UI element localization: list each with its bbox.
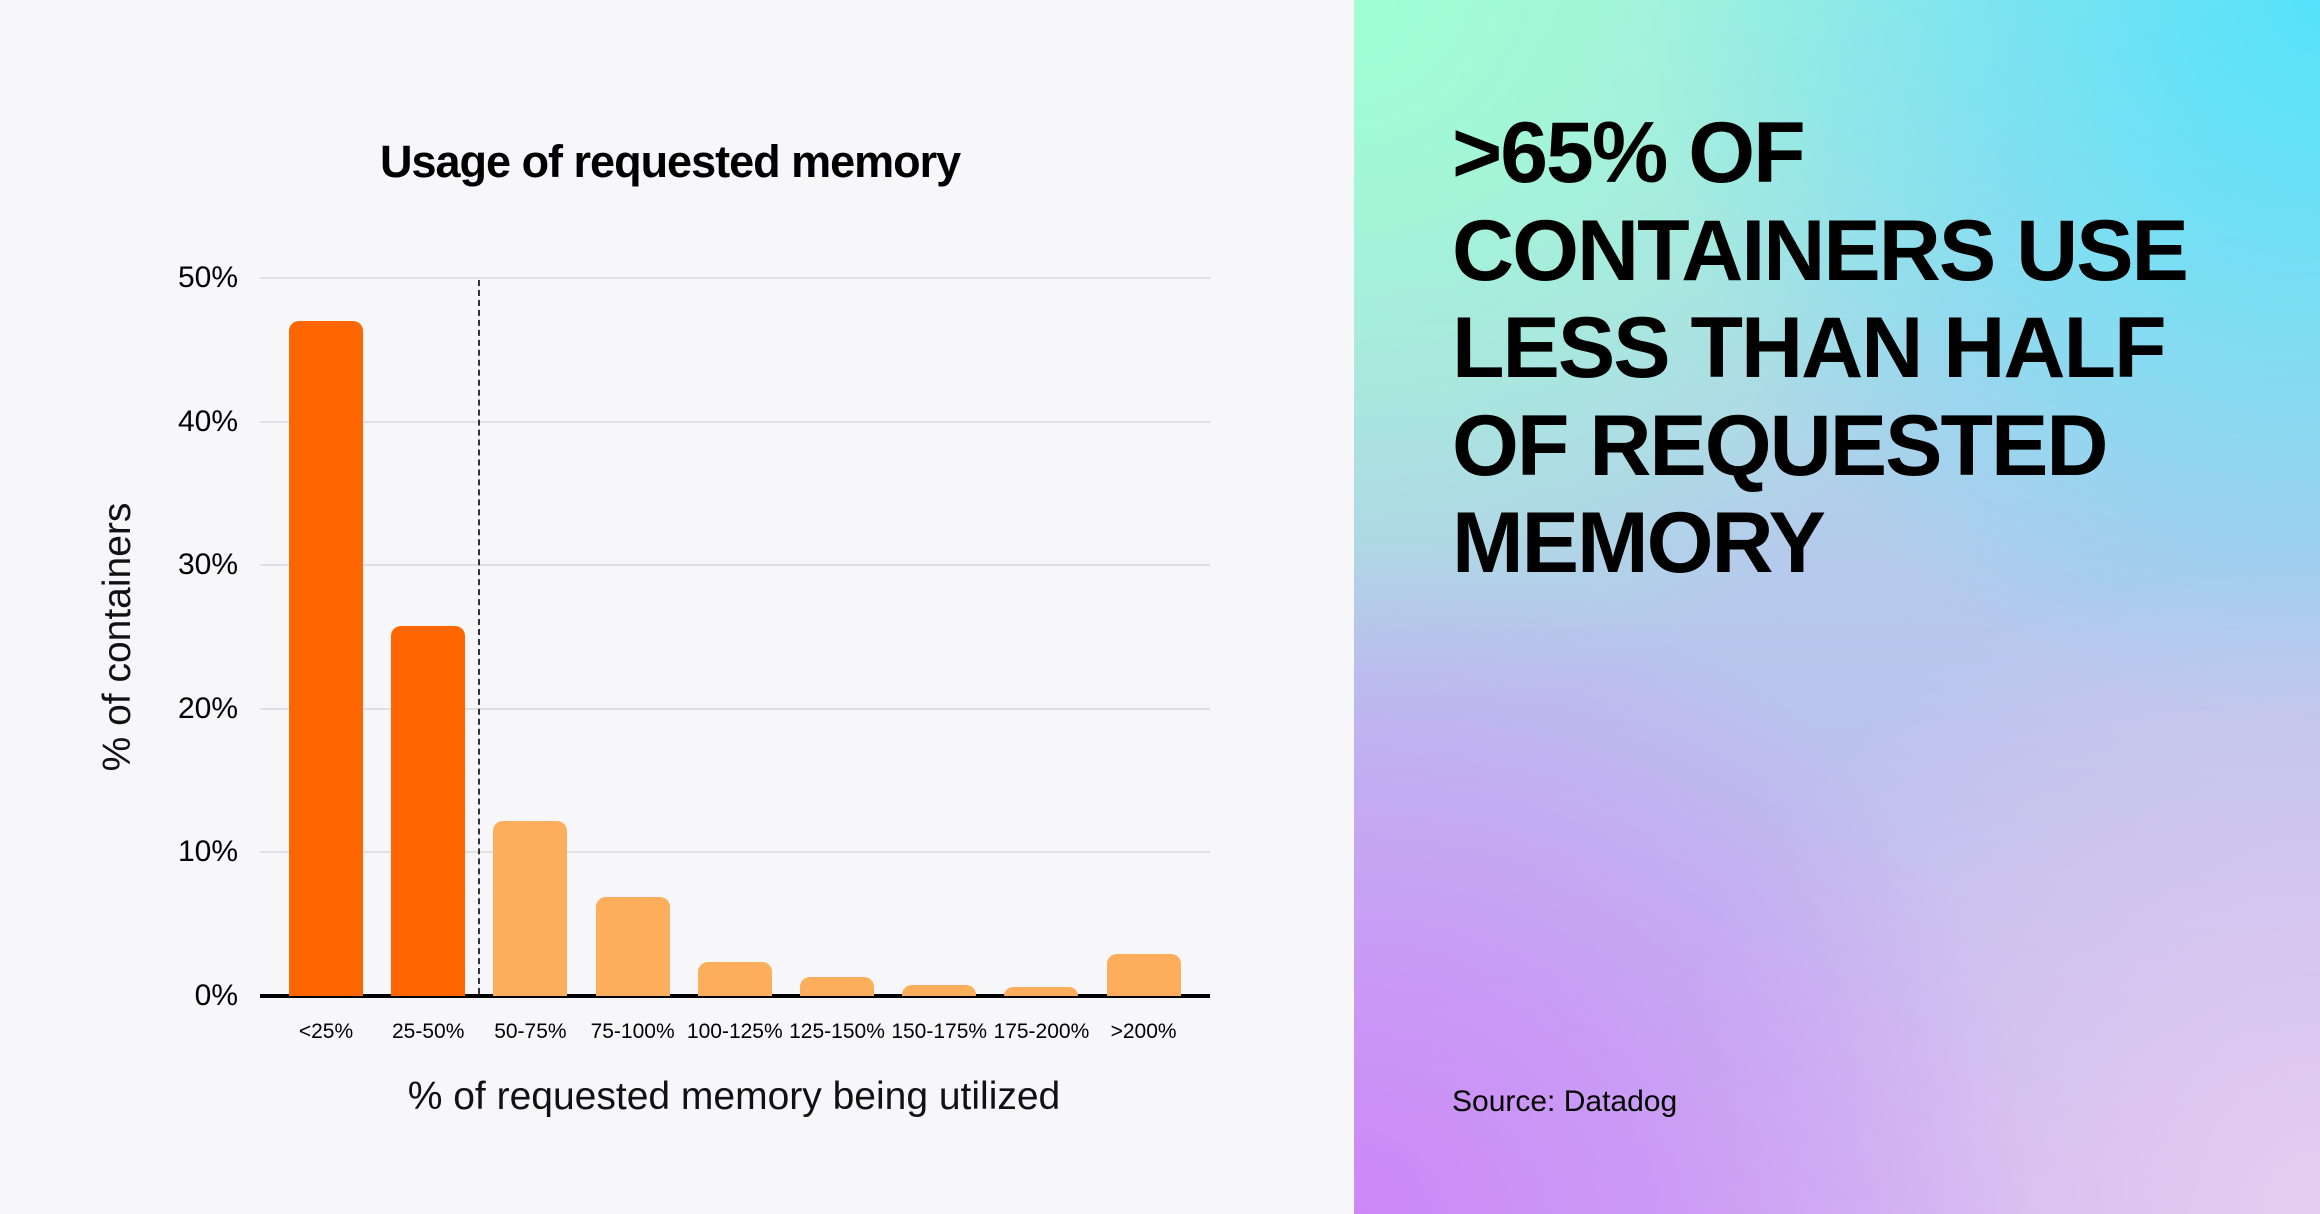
y-tick-label: 40% — [177, 405, 238, 438]
gridline — [260, 421, 1210, 423]
y-tick-label: 30% — [177, 548, 238, 581]
chart-title: Usage of requested memory — [380, 136, 961, 187]
y-tick-label: 20% — [177, 692, 238, 725]
half-threshold-divider — [478, 280, 480, 994]
y-tick-label: 10% — [177, 835, 238, 868]
x-tick-label: 50-75% — [494, 1020, 567, 1043]
bar — [902, 984, 977, 996]
x-tick-label: 75-100% — [590, 1020, 675, 1043]
bar — [1004, 987, 1079, 996]
x-tick-label: 25-50% — [391, 1020, 465, 1043]
headline-line: LESS THAN HALF — [1452, 300, 2167, 396]
bar — [289, 321, 363, 996]
headline-line: CONTAINERS USE — [1452, 202, 2189, 299]
y-tick-label: 0% — [194, 979, 238, 1012]
x-axis-line — [260, 994, 1210, 998]
bar — [595, 896, 670, 996]
bar — [697, 961, 772, 996]
y-axis-title: % of containers — [96, 502, 139, 772]
source-note: Source: Datadog — [1452, 1085, 1678, 1118]
headline-line: >65% OF — [1452, 105, 1806, 201]
headline: >65% OF CONTAINERS USE LESS THAN HALF OF… — [1452, 105, 2272, 593]
x-tick-label: 100-125% — [686, 1020, 783, 1043]
x-tick-label: <25% — [298, 1020, 354, 1043]
gridline — [260, 851, 1210, 853]
gridline — [260, 564, 1210, 566]
bar — [1106, 954, 1181, 996]
y-tick-label: 50% — [177, 261, 238, 294]
bar — [493, 820, 568, 996]
bar — [800, 977, 874, 996]
headline-line: OF REQUESTED — [1452, 397, 2109, 494]
x-tick-label: 150-175% — [891, 1020, 988, 1043]
chart-panel — [0, 0, 1354, 1214]
gridline — [260, 708, 1210, 710]
x-tick-label: 125-150% — [789, 1020, 885, 1043]
x-axis-title: % of requested memory being utilized — [407, 1075, 1061, 1118]
x-tick-label: 175-200% — [993, 1020, 1090, 1043]
gridline — [260, 277, 1210, 279]
headline-line: MEMORY — [1452, 495, 1826, 591]
gradient-panel — [1354, 0, 2320, 1214]
bar — [391, 625, 466, 996]
x-tick-label: >200% — [1110, 1020, 1177, 1043]
